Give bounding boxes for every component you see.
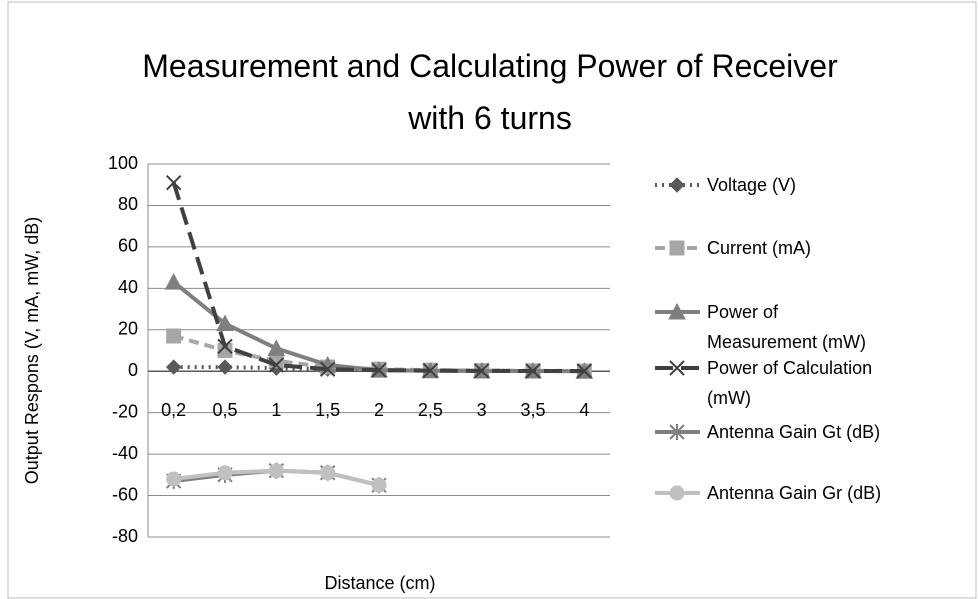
y-tick-label: 0 xyxy=(128,360,138,380)
legend-label: Antenna Gain Gr (dB) xyxy=(707,483,882,503)
marker xyxy=(166,328,182,344)
x-tick-label: 2,5 xyxy=(418,400,443,420)
marker xyxy=(473,363,490,379)
marker xyxy=(576,363,593,379)
y-tick-label: -80 xyxy=(112,526,138,546)
marker xyxy=(165,359,182,375)
chart-title: Measurement and Calculating Power of Rec… xyxy=(142,48,838,136)
marker xyxy=(268,463,284,479)
marker xyxy=(371,477,387,493)
marker xyxy=(164,273,183,290)
x-tick-label: 3 xyxy=(477,400,487,420)
marker xyxy=(669,240,685,256)
y-tick-label: -40 xyxy=(112,443,138,463)
y-axis-label: Output Respons (V, mA, mW, dB) xyxy=(22,217,42,484)
y-tick-label: 20 xyxy=(118,319,138,339)
marker xyxy=(320,465,336,481)
marker xyxy=(268,357,285,373)
x-tick-label: 2 xyxy=(374,400,384,420)
legend-label: Power of Measurement (mW) xyxy=(707,302,867,352)
marker xyxy=(217,359,233,375)
frame xyxy=(7,1,977,599)
marker xyxy=(217,465,233,481)
marker xyxy=(217,338,233,355)
y-tick-label: -20 xyxy=(112,401,138,421)
x-tick-label: 0,2 xyxy=(161,400,186,420)
x-axis-label: Distance (cm) xyxy=(324,573,435,593)
x-tick-label: 1,5 xyxy=(315,400,340,420)
marker xyxy=(371,362,387,378)
marker xyxy=(166,471,182,487)
legend-label: Current (mA) xyxy=(707,238,812,258)
y-tick-label: 60 xyxy=(118,236,138,256)
marker xyxy=(319,361,336,377)
marker xyxy=(668,302,686,320)
marker xyxy=(422,362,439,379)
x-tick-label: 3,5 xyxy=(520,400,545,420)
marker xyxy=(525,363,541,379)
legend-label: Power of Calculation (mW) xyxy=(707,358,873,408)
legend-label: Voltage (V) xyxy=(707,175,797,195)
x-tick-label: 1 xyxy=(271,400,281,420)
marker xyxy=(669,177,685,193)
marker xyxy=(669,485,685,501)
x-tick-label: 0,5 xyxy=(212,400,237,420)
marker xyxy=(267,339,286,356)
y-tick-label: 100 xyxy=(108,153,138,173)
series-line xyxy=(172,280,585,374)
y-tick-label: 40 xyxy=(118,277,138,297)
marker xyxy=(216,314,234,332)
marker xyxy=(669,360,685,376)
x-tick-label: 4 xyxy=(579,400,589,420)
y-tick-label: 80 xyxy=(118,194,138,214)
y-tick-label: -60 xyxy=(112,484,138,504)
marker xyxy=(669,424,685,440)
legend-label: Antenna Gain Gt (dB) xyxy=(707,422,881,442)
marker xyxy=(165,174,182,191)
series-line xyxy=(171,182,585,374)
